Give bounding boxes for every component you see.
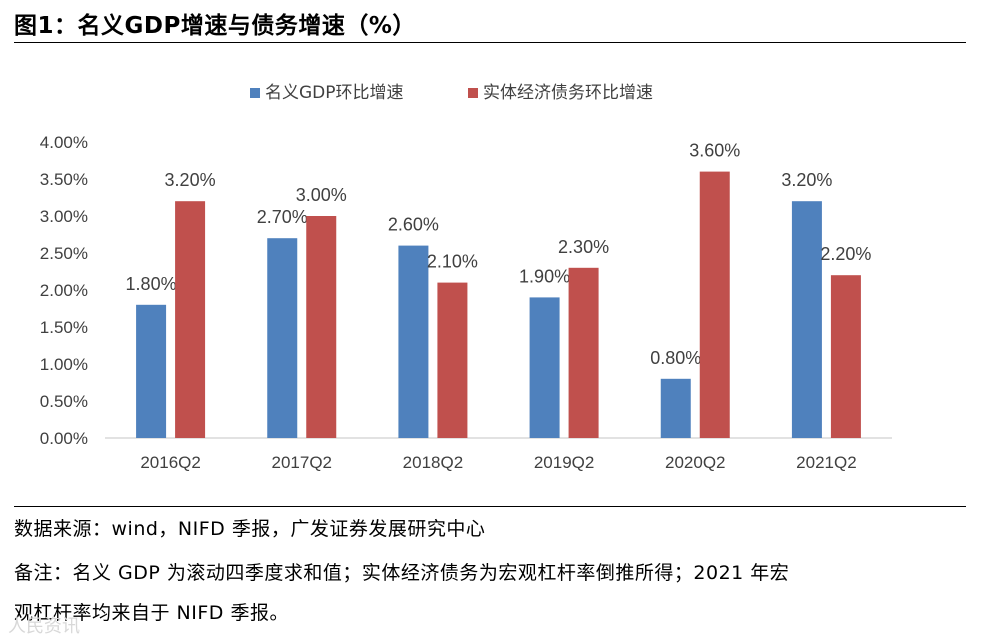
y-tick-label: 3.00% xyxy=(40,207,88,226)
bar-gdp-2016Q2 xyxy=(136,304,167,438)
bar-debt-2020Q2 xyxy=(699,171,730,438)
data-label-debt-2021Q2: 2.20% xyxy=(820,244,871,264)
bar-debt-2021Q2 xyxy=(830,275,861,438)
data-label-gdp-2018Q2: 2.60% xyxy=(388,215,439,235)
y-tick-label: 2.00% xyxy=(40,281,88,300)
bar-debt-2017Q2 xyxy=(306,216,337,438)
data-label-debt-2016Q2: 3.20% xyxy=(165,170,216,190)
figure-title: 图1：名义GDP增速与债务增速（%） xyxy=(14,13,416,39)
x-tick-label: 2019Q2 xyxy=(534,453,595,472)
title-divider xyxy=(14,42,966,43)
data-label-debt-2019Q2: 2.30% xyxy=(558,237,609,257)
legend-swatch-1 xyxy=(250,88,260,98)
data-label-gdp-2021Q2: 3.20% xyxy=(781,170,832,190)
legend-label-2: 实体经济债务环比增速 xyxy=(483,83,653,103)
y-tick-label: 3.50% xyxy=(40,170,88,189)
source-note: 数据来源：wind，NIFD 季报，广发证券发展研究中心 xyxy=(14,518,486,540)
bar-gdp-2020Q2 xyxy=(660,378,691,438)
x-tick-label: 2018Q2 xyxy=(403,453,464,472)
y-tick-label: 0.50% xyxy=(40,392,88,411)
remark-line-2: 观杠杆率均来自于 NIFD 季报。 xyxy=(14,602,289,624)
bar-debt-2019Q2 xyxy=(568,267,599,438)
y-tick-label: 2.50% xyxy=(40,244,88,263)
bar-chart: 名义GDP环比增速 实体经济债务环比增速 0.00% 0.50% 1.00% 1.50% 2… xyxy=(40,83,892,472)
notes-divider xyxy=(14,506,966,507)
bar-debt-2016Q2 xyxy=(175,201,206,438)
y-tick-label: 0.00% xyxy=(40,429,88,448)
data-label-debt-2020Q2: 3.60% xyxy=(689,141,740,161)
bar-gdp-2017Q2 xyxy=(267,238,298,438)
bar-gdp-2019Q2 xyxy=(529,297,560,438)
watermark: 人民资讯 xyxy=(8,616,80,637)
y-tick-label: 4.00% xyxy=(40,133,88,152)
data-label-gdp-2020Q2: 0.80% xyxy=(650,348,701,368)
bar-gdp-2018Q2 xyxy=(398,245,429,438)
y-tick-label: 1.50% xyxy=(40,318,88,337)
data-label-debt-2018Q2: 2.10% xyxy=(427,252,478,272)
legend-swatch-2 xyxy=(468,88,478,98)
remark-line-1: 备注：名义 GDP 为滚动四季度求和值；实体经济债务为宏观杠杆率倒推所得；202… xyxy=(14,562,790,584)
legend-label-1: 名义GDP环比增速 xyxy=(265,83,404,103)
data-label-gdp-2017Q2: 2.70% xyxy=(257,207,308,227)
data-label-gdp-2016Q2: 1.80% xyxy=(126,274,177,294)
x-tick-label: 2017Q2 xyxy=(272,453,333,472)
data-label-debt-2017Q2: 3.00% xyxy=(296,185,347,205)
y-tick-label: 1.00% xyxy=(40,355,88,374)
bar-debt-2018Q2 xyxy=(437,282,468,438)
x-tick-label: 2016Q2 xyxy=(140,453,201,472)
x-tick-label: 2021Q2 xyxy=(796,453,857,472)
data-label-gdp-2019Q2: 1.90% xyxy=(519,266,570,286)
x-tick-label: 2020Q2 xyxy=(665,453,726,472)
bar-gdp-2021Q2 xyxy=(791,201,822,438)
